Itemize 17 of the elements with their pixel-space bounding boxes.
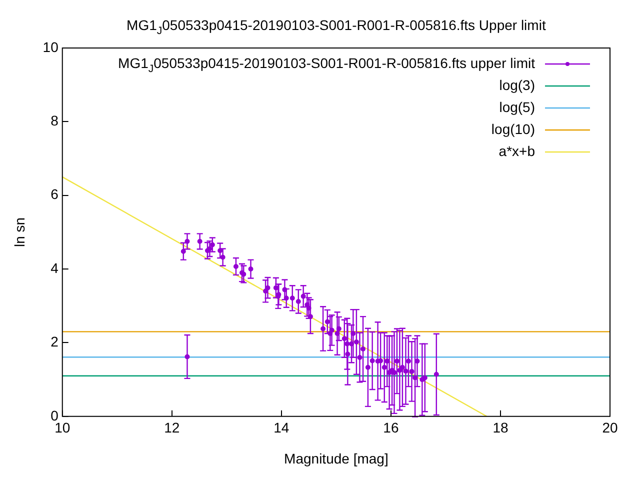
y-axis-title: ln sn bbox=[11, 217, 28, 247]
y-tick-label: 2 bbox=[50, 334, 59, 350]
legend-label: log(10) bbox=[491, 120, 536, 137]
x-tick-label: 16 bbox=[383, 420, 399, 436]
y-tick-label: 10 bbox=[42, 38, 59, 55]
x-tick-label: 18 bbox=[492, 420, 508, 436]
x-axis-title: Magnitude [mag] bbox=[284, 450, 388, 466]
x-tick-label: 20 bbox=[602, 420, 618, 436]
y-tick-label: 6 bbox=[50, 186, 59, 202]
x-tick-label: 14 bbox=[274, 420, 290, 436]
legend-label: a*x+b bbox=[498, 142, 536, 159]
y-tick-label: 8 bbox=[50, 112, 59, 129]
legend-label: log(5) bbox=[499, 98, 536, 115]
legend-label: log(3) bbox=[499, 76, 536, 93]
y-tick-label: 0 bbox=[50, 407, 59, 424]
y-tick-label: 4 bbox=[50, 260, 59, 276]
x-tick-label: 12 bbox=[164, 420, 180, 436]
